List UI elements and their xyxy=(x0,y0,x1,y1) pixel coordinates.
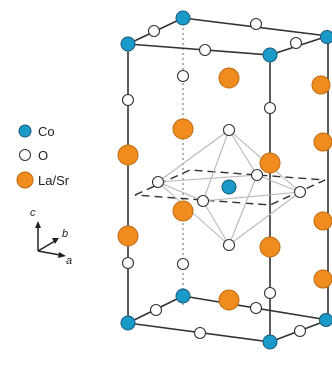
oxygen-atoms xyxy=(121,17,307,340)
la-sr-atom xyxy=(313,132,332,152)
coordination-octahedron xyxy=(157,129,301,246)
o-atom xyxy=(151,175,165,189)
la-sr-atom xyxy=(218,67,240,89)
o-atom xyxy=(193,326,207,340)
co-atom xyxy=(262,47,278,63)
o-atom xyxy=(222,238,236,252)
la-sr-atom xyxy=(218,289,240,311)
o-atom xyxy=(176,257,190,271)
la-sr-atoms xyxy=(117,67,332,311)
o-atom xyxy=(121,93,135,107)
o-atom xyxy=(249,17,263,31)
o-atom xyxy=(249,301,263,315)
la-sr-atom xyxy=(313,211,332,231)
axis-b-label: b xyxy=(62,228,68,240)
la-sr-atom xyxy=(172,200,194,222)
o-atom xyxy=(293,185,307,199)
o-atom xyxy=(176,69,190,83)
co-atom xyxy=(120,315,136,331)
o-atom xyxy=(263,101,277,115)
legend-o-label: O xyxy=(38,148,48,163)
co-atom xyxy=(221,179,237,195)
la-sr-atom xyxy=(313,269,332,289)
la-sr-atom xyxy=(117,225,139,247)
o-atom xyxy=(196,194,210,208)
o-atom xyxy=(250,168,264,182)
o-atom xyxy=(289,36,303,50)
legend-co-label: Co xyxy=(38,124,55,139)
cobalt-atoms xyxy=(120,10,332,350)
co-atom xyxy=(320,30,332,44)
axis-a-label: a xyxy=(66,255,72,267)
la-sr-atom xyxy=(259,236,281,258)
o-atom xyxy=(149,303,163,317)
la-sr-atom xyxy=(259,152,281,174)
la-sr-atom xyxy=(172,118,194,140)
co-atom xyxy=(319,313,332,327)
co-atom xyxy=(262,334,278,350)
la-sr-atom xyxy=(311,75,331,95)
legend-o-marker xyxy=(19,149,31,161)
legend-la-label: La/Sr xyxy=(38,173,70,188)
o-atom xyxy=(222,123,236,137)
o-atom xyxy=(293,324,307,338)
co-atom xyxy=(120,36,136,52)
co-atom xyxy=(175,288,191,304)
legend-la-marker xyxy=(16,171,34,189)
co-atom xyxy=(175,10,191,26)
la-sr-atom xyxy=(117,144,139,166)
axis-c-label: c xyxy=(30,207,36,219)
legend: Co O La/Sr xyxy=(16,124,70,189)
o-atom xyxy=(147,24,161,38)
axis-triad: c b a xyxy=(30,207,72,267)
legend-co-marker xyxy=(18,124,32,138)
o-atom xyxy=(198,43,212,57)
mid-plane xyxy=(134,169,326,206)
o-atom xyxy=(121,256,135,270)
o-atom xyxy=(263,286,277,300)
